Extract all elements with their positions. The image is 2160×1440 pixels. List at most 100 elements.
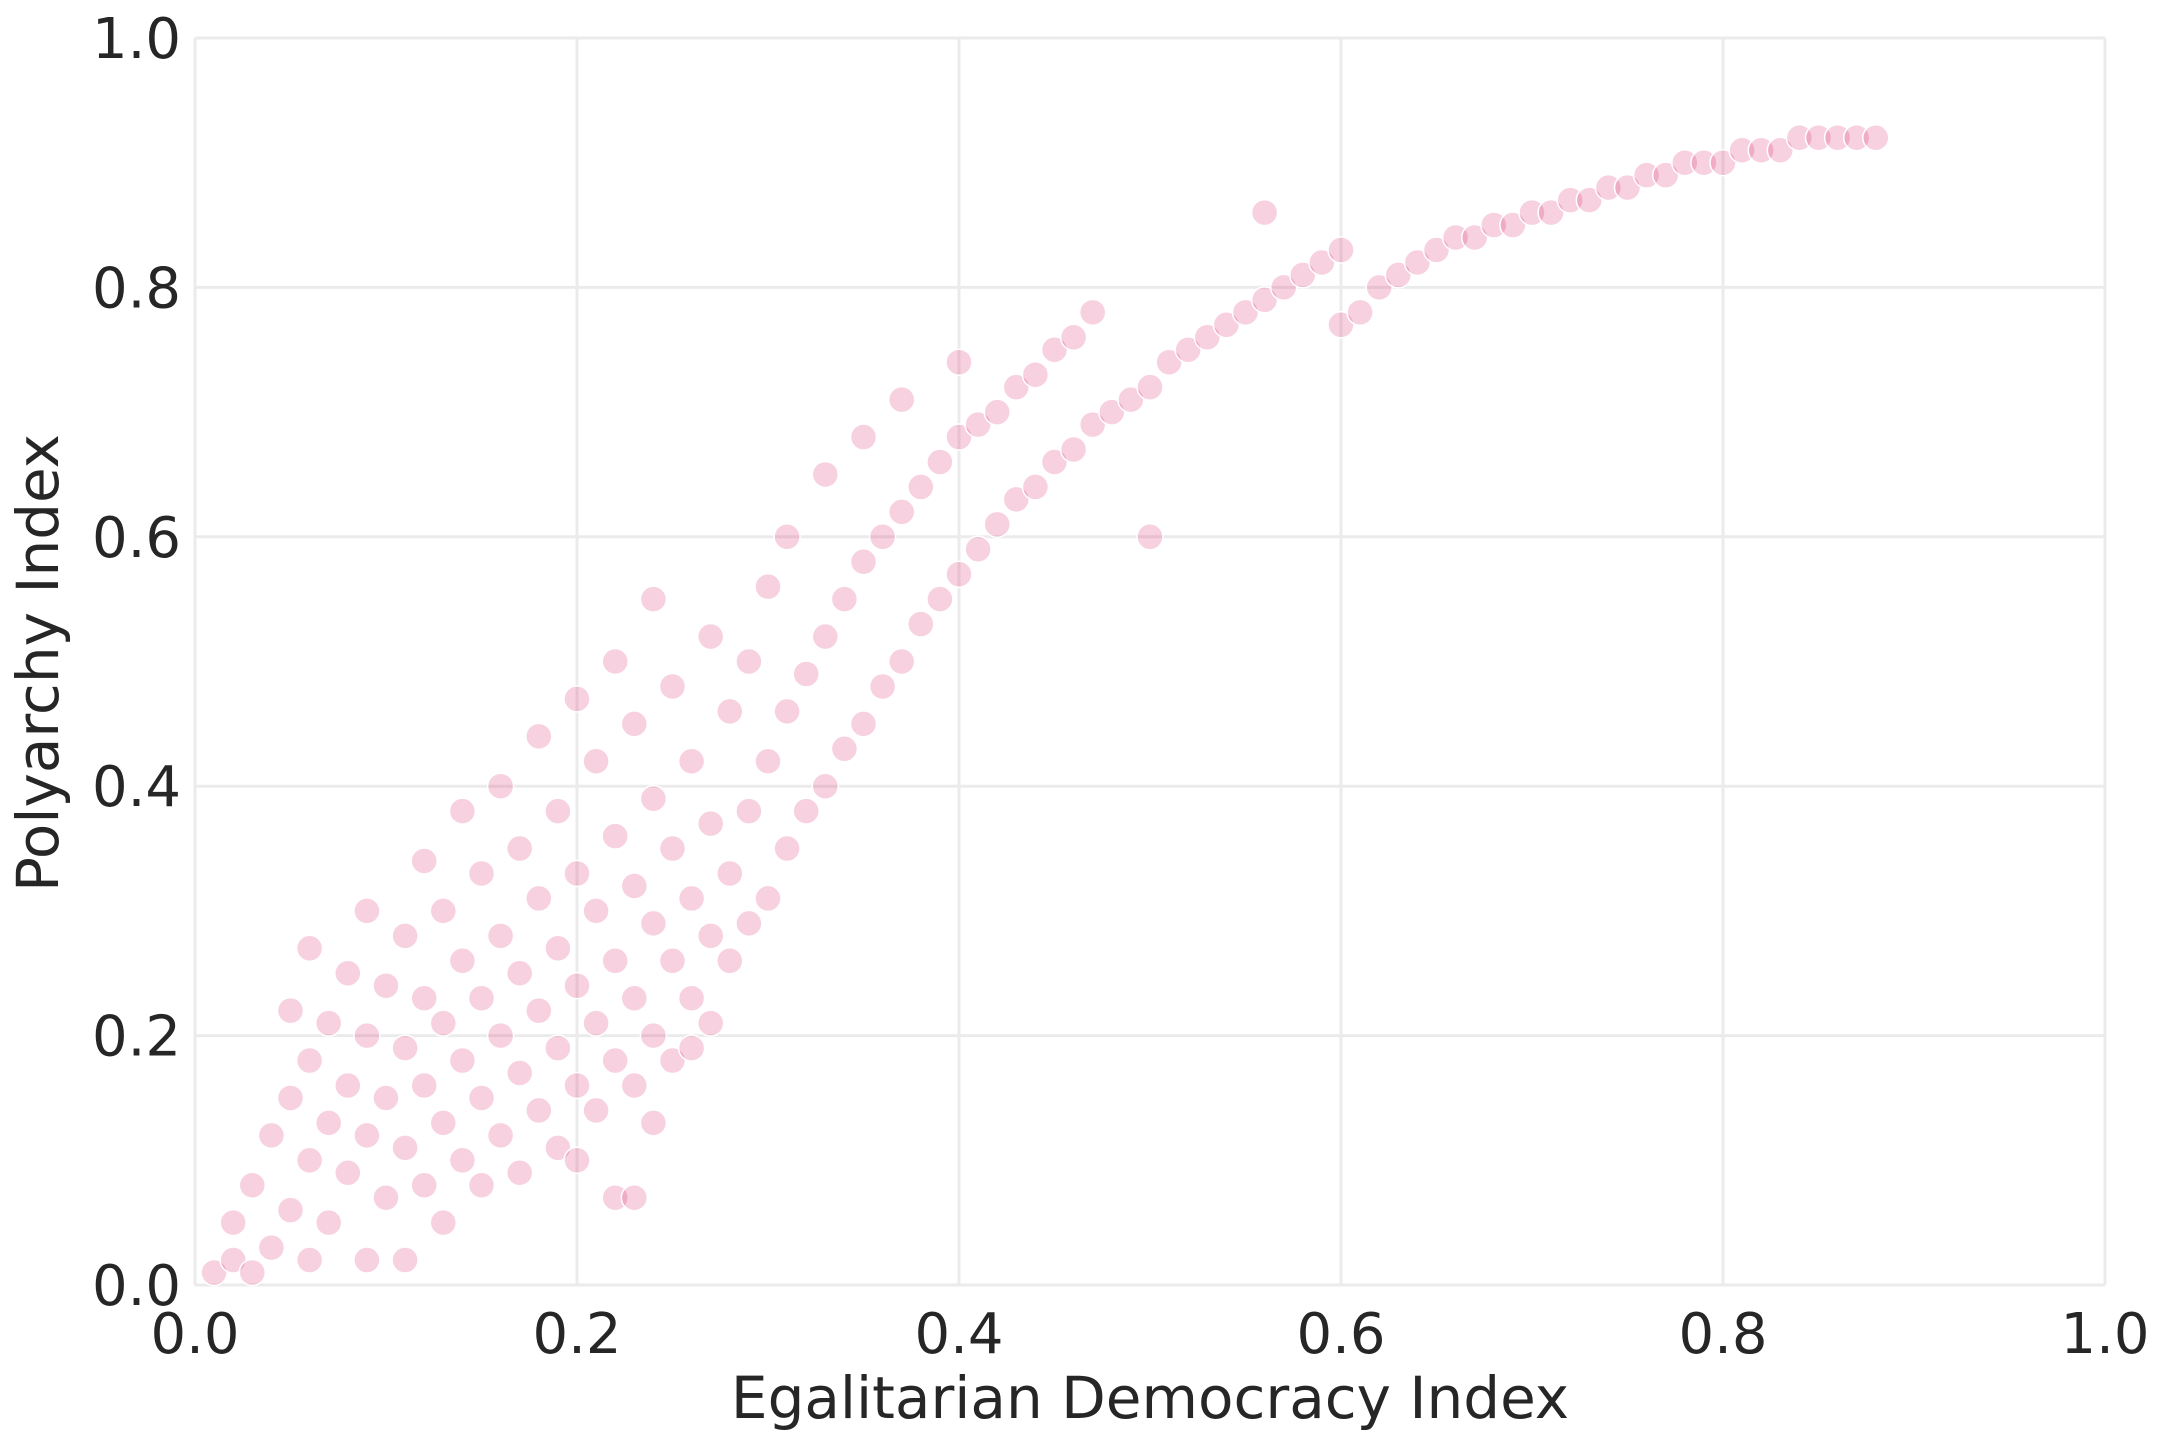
data-point: [353, 1121, 381, 1150]
data-point: [544, 1034, 572, 1062]
data-point: [295, 1046, 324, 1075]
data-point: [525, 884, 553, 913]
data-point: [353, 1246, 381, 1274]
data-point: [811, 622, 840, 651]
data-point: [1289, 261, 1317, 289]
data-point: [391, 1034, 419, 1062]
data-point: [868, 672, 897, 701]
data-point: [1002, 373, 1031, 401]
data-point: [391, 1134, 419, 1162]
x-tick-label: 1.0: [2060, 1302, 2149, 1367]
data-point: [1174, 336, 1202, 364]
data-point: [353, 897, 381, 925]
data-point: [582, 747, 610, 776]
data-point: [410, 1171, 438, 1199]
data-point: [887, 498, 916, 526]
data-point: [601, 1046, 629, 1075]
data-point: [677, 1034, 706, 1062]
data-point: [735, 797, 763, 825]
data-point: [620, 1183, 649, 1212]
data-point: [601, 947, 629, 975]
data-point: [1747, 136, 1775, 164]
data-point: [1098, 398, 1126, 426]
data-point: [544, 797, 572, 825]
y-tick-label: 0.6: [92, 506, 181, 571]
data-point: [410, 1071, 438, 1100]
grid: [193, 36, 2107, 1287]
data-point: [926, 585, 954, 613]
data-point: [372, 971, 400, 1000]
data-point: [601, 1183, 629, 1212]
data-point: [1403, 248, 1432, 277]
data-point: [314, 1009, 343, 1037]
data-point: [1078, 410, 1107, 439]
data-point: [1766, 136, 1795, 164]
data-point: [887, 647, 916, 676]
data-point: [429, 1109, 458, 1137]
data-point: [486, 1121, 515, 1150]
data-point: [525, 996, 553, 1025]
data-point: [1059, 323, 1088, 352]
data-point: [1537, 198, 1565, 227]
data-point: [563, 685, 591, 713]
data-point: [1346, 298, 1374, 327]
data-point: [429, 897, 458, 925]
data-point: [677, 984, 706, 1012]
data-point: [620, 1071, 649, 1100]
y-tick-label: 0.8: [92, 256, 181, 321]
data-point: [582, 1096, 610, 1125]
data-point: [907, 473, 935, 501]
data-point: [353, 1021, 381, 1050]
data-point: [754, 572, 782, 601]
data-point: [334, 1071, 362, 1100]
data-point: [238, 1171, 267, 1199]
data-point: [849, 423, 878, 451]
data-point: [639, 1021, 668, 1050]
data-point: [295, 1246, 324, 1274]
data-point: [276, 996, 305, 1025]
data-point: [1709, 148, 1737, 177]
data-point: [410, 847, 438, 875]
data-point: [1117, 385, 1145, 414]
data-point: [601, 822, 629, 850]
data-point: [1078, 298, 1107, 327]
data-point: [544, 934, 572, 963]
data-point: [448, 797, 477, 825]
data-point: [735, 909, 763, 938]
data-point: [1040, 448, 1069, 476]
data-point: [1613, 173, 1642, 202]
data-point: [334, 1159, 362, 1187]
data-point: [391, 922, 419, 950]
data-point: [1499, 211, 1527, 239]
data-point: [1059, 435, 1088, 464]
data-point: [945, 348, 973, 376]
data-point: [754, 884, 782, 913]
data-point: [410, 984, 438, 1012]
data-point: [983, 398, 1011, 426]
data-point: [1804, 124, 1833, 152]
data-point: [811, 772, 840, 800]
data-point: [219, 1246, 247, 1274]
data-point: [830, 735, 859, 763]
data-point: [696, 922, 725, 950]
y-axis-label: Polyarchy Index: [4, 434, 72, 892]
data-point: [849, 547, 878, 576]
data-point: [754, 747, 782, 776]
data-point: [926, 448, 954, 476]
data-point: [1212, 311, 1241, 339]
data-point: [448, 1046, 477, 1075]
data-point: [696, 809, 725, 838]
data-point: [372, 1084, 400, 1112]
data-point: [334, 959, 362, 987]
data-point: [773, 523, 801, 551]
data-point: [639, 1109, 668, 1137]
data-point: [391, 1246, 419, 1274]
data-point: [1308, 248, 1336, 277]
y-tick-label: 1.0: [92, 7, 181, 72]
data-point: [372, 1183, 400, 1212]
data-point: [620, 984, 649, 1012]
data-point: [1327, 311, 1355, 339]
data-point: [582, 897, 610, 925]
data-point: [1480, 211, 1508, 239]
